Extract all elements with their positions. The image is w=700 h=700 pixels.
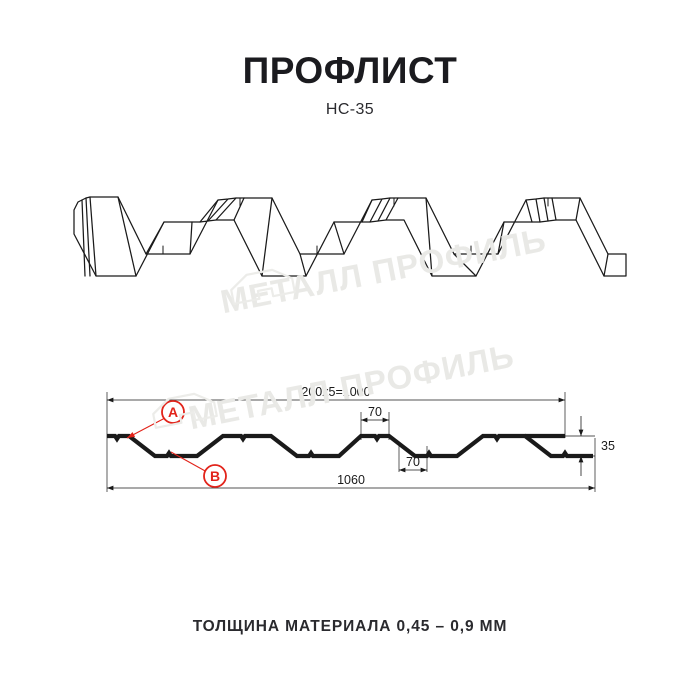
product-code: НС-35 [325, 100, 375, 118]
cross-section-view: 200x5=1000 70 70 35 1060 [95, 380, 635, 510]
callout-b-circle [203, 464, 227, 488]
dimension-crest-width: 70 [361, 405, 389, 423]
material-thickness-note: ТОЛЩИНА МАТЕРИАЛА 0,45 – 0,9 ММ [192, 618, 508, 635]
isometric-view [60, 180, 640, 310]
page-header: ПРОФЛИСТ НС-35 [0, 50, 700, 119]
callout-a: A [126, 400, 185, 439]
dimension-height: 35 [578, 416, 615, 476]
callout-b: B [170, 451, 227, 488]
callout-a-label: A [168, 404, 178, 420]
dimension-height-label: 35 [601, 439, 615, 453]
cross-section-svg: 200x5=1000 70 70 35 1060 [106, 385, 615, 492]
dimension-crest-width-label: 70 [368, 405, 382, 419]
profile-outline [107, 433, 593, 459]
dimension-overall-width-label: 1060 [337, 473, 365, 487]
callout-b-label: B [210, 468, 220, 484]
dimension-pitch-label: 200x5=1000 [301, 385, 370, 399]
dimension-valley-width-label: 70 [406, 455, 420, 469]
page-title: ПРОФЛИСТ [242, 50, 458, 91]
isometric-svg [73, 196, 627, 277]
dimension-valley-width: 70 [399, 455, 427, 473]
dimension-pitch: 200x5=1000 [107, 385, 565, 403]
dimension-overall-width: 1060 [107, 473, 595, 491]
